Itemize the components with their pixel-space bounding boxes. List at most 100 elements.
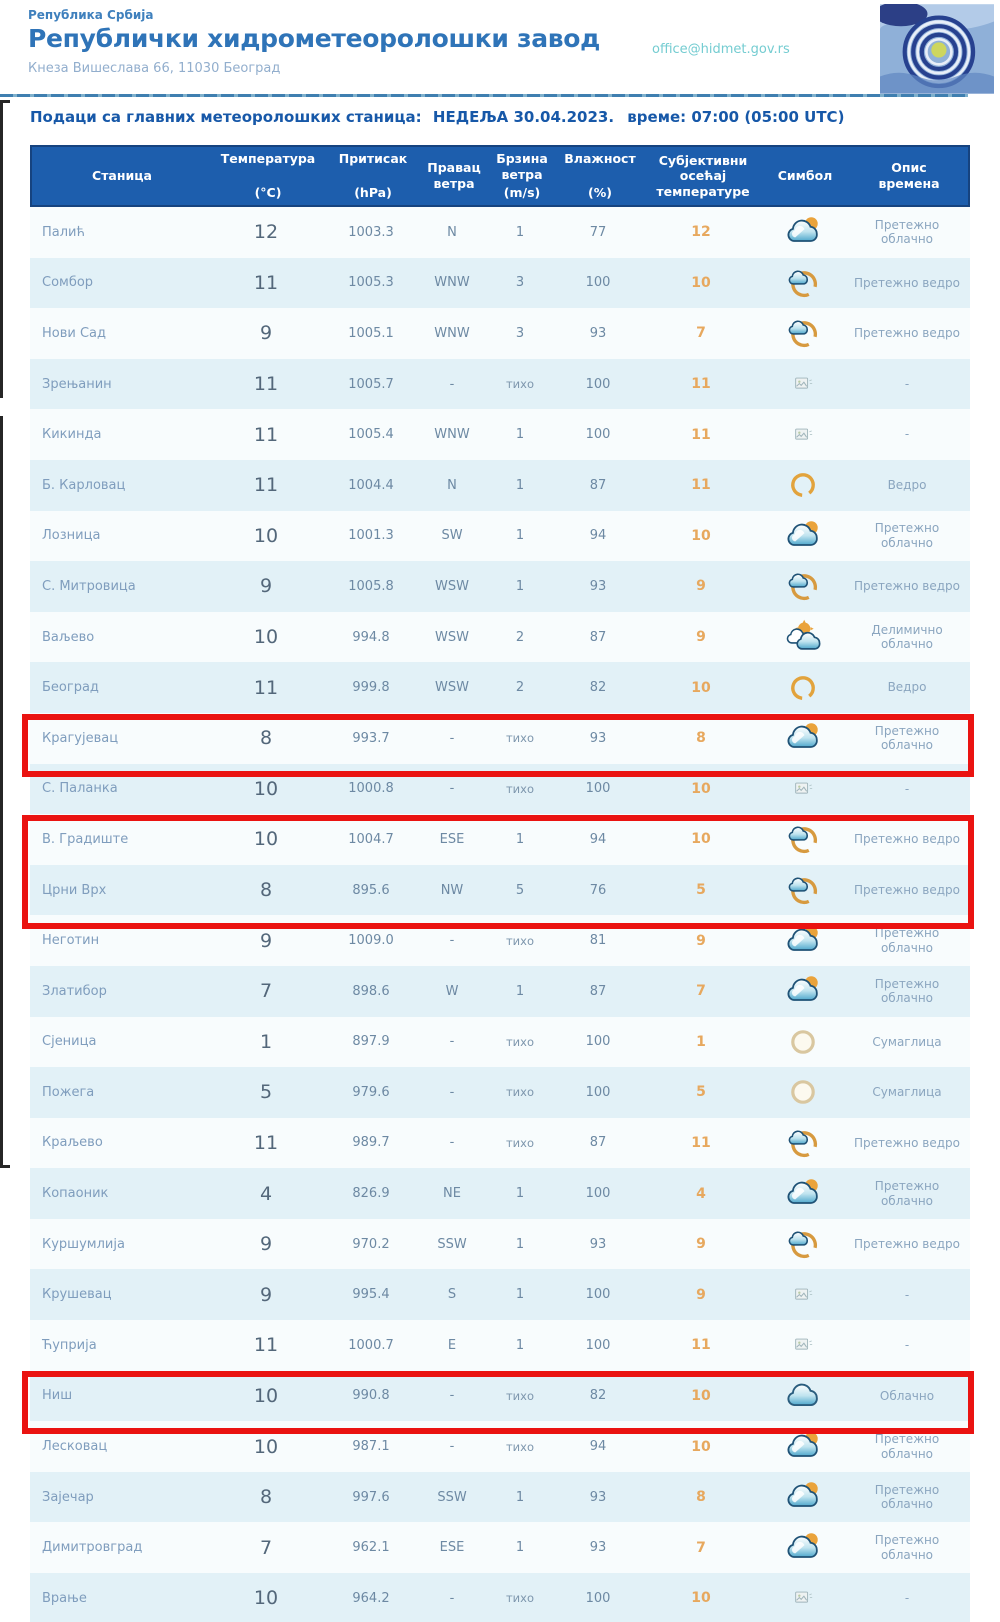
temperature-value: 11	[253, 373, 279, 396]
station-name: Крушевац	[42, 1287, 112, 1303]
temperature-column-header: Температура (°C)	[220, 151, 316, 201]
weather-symbol-cell	[762, 568, 844, 604]
table-row: Б. Карловац 11 1004.4 N 1 87 11 Ведро	[30, 459, 970, 511]
station-name: В. Градиште	[42, 831, 129, 847]
humidity-value: 93	[589, 1489, 607, 1505]
wind-speed-value: 1	[515, 1489, 525, 1505]
weather-description: Претежно облачно	[874, 521, 940, 550]
station-name: Крагујевац	[42, 730, 119, 746]
mostly-clear-icon	[788, 877, 818, 905]
email-link[interactable]: office@hidmet.gov.rs	[652, 42, 790, 57]
table-row: Сјеница 1 897.9 - тихо 100 1 Сумаглица	[30, 1016, 970, 1068]
haze-icon	[791, 1030, 815, 1054]
pressure-value: 1004.7	[348, 831, 394, 847]
no-data-icon	[795, 377, 813, 389]
feels-like-value: 7	[696, 983, 706, 1000]
pressure-value: 989.7	[352, 1135, 390, 1151]
temperature-value: 9	[259, 1233, 273, 1256]
weather-symbol-cell	[762, 618, 844, 656]
table-header-row: Станица Температура (°C) Притисак (hPa) …	[30, 145, 970, 207]
temperature-value: 1	[259, 1030, 273, 1053]
weather-description: Претежно ведро	[854, 579, 960, 594]
pressure-value: 970.2	[352, 1236, 390, 1252]
table-row: Нови Сад 9 1005.1 WNW 3 93 7 Претежно ве…	[30, 308, 970, 359]
weather-symbol-cell	[762, 1025, 844, 1059]
pressure-value: 1009.0	[348, 933, 394, 949]
feels-like-value: 7	[696, 325, 706, 342]
humidity-value: 82	[589, 1388, 607, 1404]
humidity-value: 93	[589, 1540, 607, 1556]
weather-symbol-cell	[762, 671, 844, 705]
wind-direction-value: -	[449, 730, 455, 746]
wind-speed-value: 3	[515, 325, 525, 341]
weather-symbol-cell	[762, 872, 844, 908]
wind-speed-value: 1	[515, 1337, 525, 1353]
weather-description: Претежно ведро	[854, 1236, 960, 1251]
wind-speed-value: 2	[515, 629, 525, 645]
mostly-cloudy-icon	[787, 1533, 818, 1558]
station-name: Златибор	[42, 983, 107, 999]
pressure-value: 979.6	[352, 1084, 390, 1100]
partly-cloudy-icon	[786, 619, 821, 650]
mostly-cloudy-icon	[787, 1482, 818, 1508]
country-label: Република Србија	[28, 8, 154, 22]
weather-description: Сумаглица	[872, 1085, 942, 1100]
weather-symbol-cell	[762, 1175, 844, 1213]
weather-description: Делимично облачно	[871, 622, 943, 652]
no-data-icon	[795, 782, 813, 794]
temperature-value: 10	[253, 1435, 279, 1458]
wind-speed-value: 1	[515, 528, 525, 544]
mostly-clear-icon	[788, 573, 818, 601]
pressure-value: 826.9	[352, 1186, 390, 1202]
table-row: Палић 12 1003.3 N 1 77 12 Претежно облач…	[30, 207, 970, 258]
humidity-value: 100	[585, 376, 611, 392]
header-divider	[0, 94, 968, 97]
wind-speed-value: 1	[515, 1236, 525, 1252]
humidity-value: 93	[589, 1236, 607, 1252]
wind-speed-value: тихо	[505, 731, 534, 746]
weather-description: Претежно ведро	[854, 832, 960, 847]
station-name: Б. Карловац	[42, 477, 126, 493]
wind-direction-value: NE	[443, 1186, 461, 1202]
humidity-value: 87	[589, 983, 607, 999]
mostly-clear-icon	[788, 320, 818, 348]
clear-icon	[791, 675, 815, 700]
weather-symbol-cell	[762, 1334, 844, 1356]
weather-symbol-cell	[762, 213, 844, 251]
pressure-value: 1005.1	[348, 325, 394, 341]
weather-description: Претежно облачно	[874, 1179, 940, 1208]
temperature-value: 11	[253, 1334, 279, 1357]
weather-symbol-cell	[762, 972, 844, 1010]
feels-like-column-header: Субјективни осећај температуре	[656, 152, 750, 199]
table-row: Врање 10 964.2 - тихо 100 10 -	[30, 1573, 970, 1622]
feels-like-value: 10	[691, 527, 711, 544]
table-row: Куршумлија 9 970.2 SSW 1 93 9 Претежно в…	[30, 1218, 970, 1270]
temperature-value: 10	[253, 524, 279, 547]
weather-symbol-cell	[762, 373, 844, 395]
weather-description: Претежно облачно	[874, 217, 940, 247]
weather-description: -	[904, 781, 910, 796]
table-row: Златибор 7 898.6 W 1 87 7 Претежно облач…	[30, 965, 970, 1017]
table-row: Београд 11 999.8 WSW 2 82 10 Ведро	[30, 662, 970, 713]
table-row: Крагујевац 8 993.7 - тихо 93 8 Претежно …	[30, 712, 970, 764]
humidity-value: 82	[589, 680, 607, 696]
feels-like-value: 10	[691, 274, 711, 291]
feels-like-value: 11	[691, 477, 711, 494]
humidity-value: 100	[585, 427, 611, 443]
table-row: В. Градиште 10 1004.7 ESE 1 94 10 Претеж…	[30, 814, 970, 865]
table-row: Сомбор 11 1005.3 WNW 3 100 10 Претежно в…	[30, 257, 970, 309]
pressure-value: 1000.8	[348, 781, 394, 797]
no-data-icon	[795, 1591, 813, 1603]
mostly-cloudy-icon	[787, 925, 818, 951]
subtitle-time: време: 07:00 (05:00 UTC)	[627, 108, 845, 126]
feels-like-value: 9	[696, 629, 706, 646]
highlight-box	[22, 714, 974, 777]
pressure-value: 1005.4	[348, 427, 394, 443]
table-row: Ниш 10 990.8 - тихо 82 10 Облачно	[30, 1370, 970, 1422]
feels-like-value: 10	[691, 1590, 711, 1607]
pressure-value: 1005.7	[348, 376, 394, 392]
wind-direction-value: -	[449, 933, 455, 949]
temperature-value: 11	[253, 423, 279, 446]
wind-speed-value: 2	[515, 680, 525, 696]
weather-description: Претежно ведро	[854, 326, 960, 341]
